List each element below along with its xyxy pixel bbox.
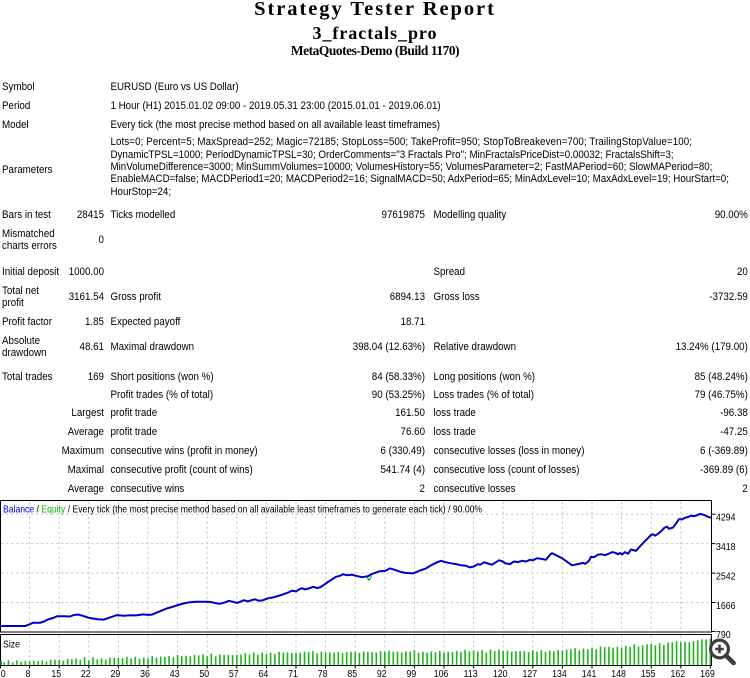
svg-text:99: 99 [407, 667, 417, 678]
svg-text:Size: Size [3, 638, 20, 650]
svg-text:120: 120 [493, 667, 508, 678]
svg-text:85: 85 [347, 667, 357, 678]
svg-text:8: 8 [26, 667, 31, 678]
svg-text:790: 790 [716, 628, 731, 640]
svg-text:2542: 2542 [716, 570, 735, 582]
svg-text:141: 141 [582, 667, 597, 678]
svg-text:113: 113 [464, 667, 478, 678]
svg-text:106: 106 [434, 667, 449, 678]
svg-text:127: 127 [522, 667, 537, 678]
svg-text:64: 64 [259, 667, 269, 678]
svg-text:4294: 4294 [716, 511, 735, 523]
svg-text:3418: 3418 [716, 540, 735, 552]
svg-text:Balance / Equity / Every tick: Balance / Equity / Every tick (the most … [3, 504, 482, 515]
svg-text:22: 22 [81, 667, 91, 678]
svg-text:148: 148 [611, 667, 626, 678]
svg-text:155: 155 [641, 667, 656, 678]
svg-text:78: 78 [318, 667, 328, 678]
svg-text:134: 134 [552, 667, 567, 678]
svg-text:71: 71 [288, 667, 298, 678]
svg-text:50: 50 [199, 667, 209, 678]
svg-text:0: 0 [1, 667, 6, 678]
svg-text:169: 169 [700, 667, 715, 678]
svg-text:92: 92 [377, 667, 387, 678]
svg-text:162: 162 [670, 667, 685, 678]
svg-text:29: 29 [111, 667, 121, 678]
svg-text:57: 57 [229, 667, 239, 678]
svg-text:1666: 1666 [716, 599, 735, 611]
svg-text:36: 36 [140, 667, 150, 678]
svg-text:43: 43 [170, 667, 180, 678]
svg-text:15: 15 [51, 667, 61, 678]
